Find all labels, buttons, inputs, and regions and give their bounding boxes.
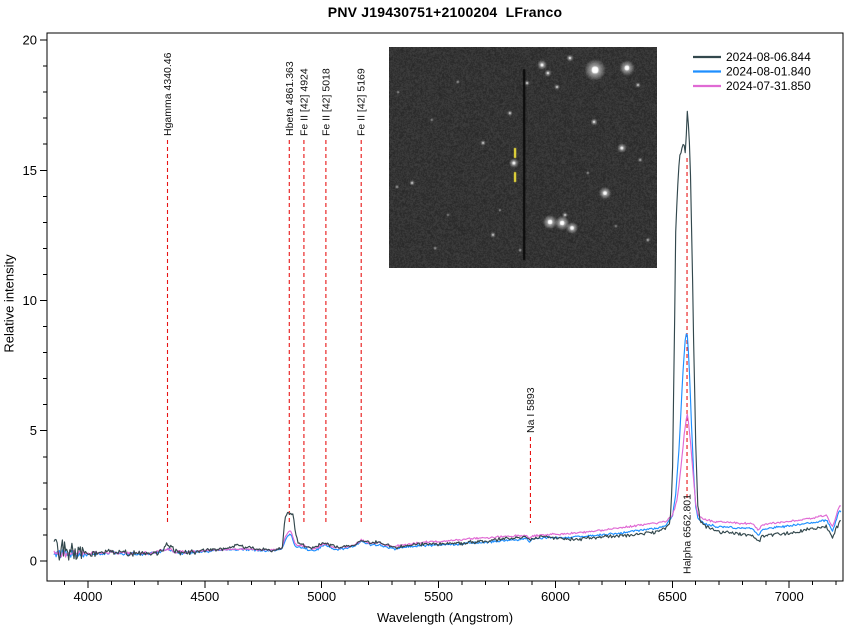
spectral-line-label: Fe II [42] 5018	[320, 68, 332, 136]
svg-text:15: 15	[23, 163, 37, 178]
spectral-line-label: Na I 5893	[525, 387, 537, 433]
legend-label: 2024-08-01.840	[726, 65, 811, 79]
svg-text:4000: 4000	[73, 589, 102, 604]
x-axis-label: Wavelength (Angstrom)	[376, 610, 514, 625]
finder-chart-inset	[389, 47, 657, 268]
spectral-line-label: Fe II [42] 5169	[356, 68, 368, 136]
svg-text:5000: 5000	[307, 589, 336, 604]
svg-text:6500: 6500	[658, 589, 687, 604]
axis-ticks	[40, 39, 837, 588]
spectral-line-labels: Hgamma 4340.46 Hbeta 4861.363 Fe II [42] 4…	[162, 52, 694, 574]
legend-label: 2024-07-31.850	[726, 79, 811, 93]
svg-text:5500: 5500	[424, 589, 453, 604]
plot-frame	[46, 32, 844, 582]
svg-text:20: 20	[23, 33, 37, 48]
svg-text:0: 0	[30, 553, 37, 568]
svg-text:5: 5	[30, 423, 37, 438]
svg-text:4500: 4500	[190, 589, 219, 604]
legend-label: 2024-08-06.844	[726, 50, 811, 64]
legend: 2024-08-06.8442024-08-01.8402024-07-31.8…	[693, 50, 811, 93]
spectral-line-markers	[166, 140, 688, 523]
svg-text:10: 10	[23, 293, 37, 308]
spectral-line-label: Hgamma 4340.46	[162, 52, 174, 136]
svg-text:7000: 7000	[775, 589, 804, 604]
y-tick-labels: 0 5 10 15 20	[23, 33, 37, 569]
svg-text:6000: 6000	[541, 589, 570, 604]
y-axis-label: Relative intensity	[1, 254, 17, 353]
x-tick-labels: 4000 4500 5000 5500 6000 6500 7000	[73, 589, 803, 604]
spectral-line-label: Hbeta 4861.363	[284, 61, 296, 136]
series-2024-08-06.844	[53, 110, 841, 561]
chart-title: PNV J19430751+2100204 LFranco	[327, 4, 563, 20]
spectral-line-label: Halpha 6562.801	[682, 494, 694, 574]
spectra-series	[53, 110, 842, 561]
series-2024-07-31.850	[53, 413, 842, 558]
series-2024-08-01.840	[53, 333, 842, 558]
spectral-line-label: Fe II [42] 4924	[298, 68, 310, 136]
